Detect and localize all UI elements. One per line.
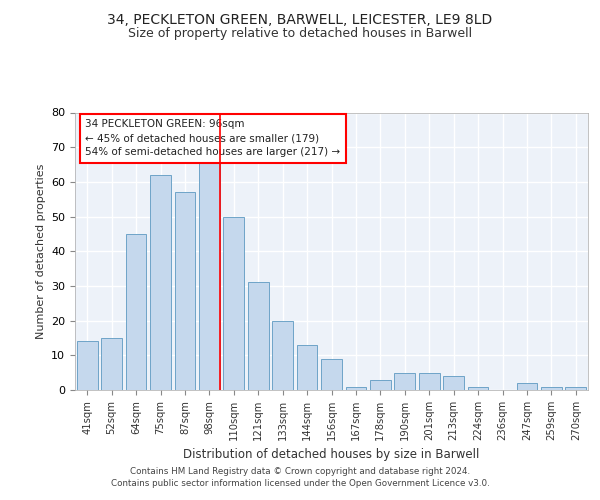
- Bar: [175, 192, 196, 390]
- Text: Contains HM Land Registry data © Crown copyright and database right 2024.
Contai: Contains HM Land Registry data © Crown c…: [110, 466, 490, 487]
- Bar: [565, 386, 586, 390]
- Bar: [101, 338, 122, 390]
- Bar: [125, 234, 146, 390]
- X-axis label: Distribution of detached houses by size in Barwell: Distribution of detached houses by size …: [184, 448, 479, 462]
- Bar: [443, 376, 464, 390]
- Bar: [370, 380, 391, 390]
- Bar: [517, 383, 538, 390]
- Text: 34, PECKLETON GREEN, BARWELL, LEICESTER, LE9 8LD: 34, PECKLETON GREEN, BARWELL, LEICESTER,…: [107, 12, 493, 26]
- Bar: [321, 359, 342, 390]
- Bar: [346, 386, 367, 390]
- Bar: [394, 372, 415, 390]
- Y-axis label: Number of detached properties: Number of detached properties: [35, 164, 46, 339]
- Bar: [199, 158, 220, 390]
- Bar: [272, 320, 293, 390]
- Bar: [296, 345, 317, 390]
- Bar: [77, 342, 98, 390]
- Text: 34 PECKLETON GREEN: 96sqm
← 45% of detached houses are smaller (179)
54% of semi: 34 PECKLETON GREEN: 96sqm ← 45% of detac…: [85, 120, 340, 158]
- Bar: [467, 386, 488, 390]
- Bar: [419, 372, 440, 390]
- Bar: [541, 386, 562, 390]
- Text: Size of property relative to detached houses in Barwell: Size of property relative to detached ho…: [128, 28, 472, 40]
- Bar: [223, 216, 244, 390]
- Bar: [150, 175, 171, 390]
- Bar: [248, 282, 269, 390]
